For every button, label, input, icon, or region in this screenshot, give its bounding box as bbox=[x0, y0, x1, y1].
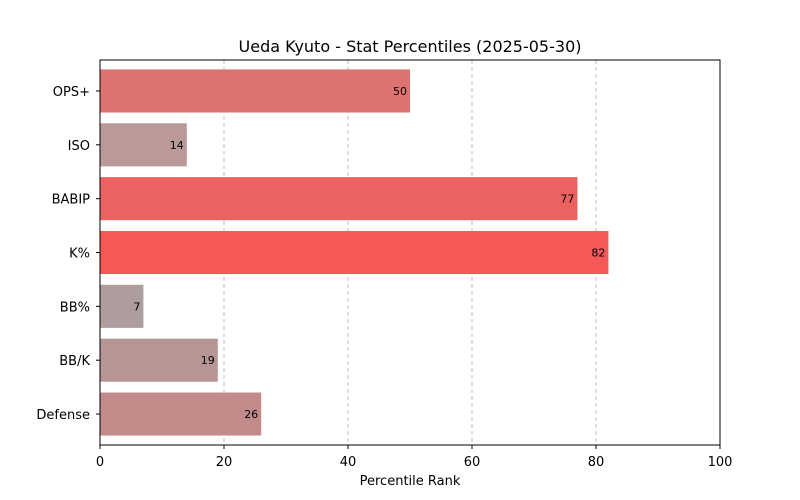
x-axis-label: Percentile Rank bbox=[360, 474, 461, 489]
bar bbox=[100, 123, 187, 167]
bar-value-label: 26 bbox=[244, 408, 258, 421]
x-tick-label: 0 bbox=[96, 455, 104, 470]
bar-value-label: 19 bbox=[201, 354, 215, 367]
bar bbox=[100, 338, 218, 382]
x-tick-label: 60 bbox=[464, 455, 481, 470]
y-tick-label: BB% bbox=[60, 300, 90, 315]
y-tick-label: K% bbox=[69, 247, 90, 262]
bar bbox=[100, 230, 609, 275]
x-tick-label: 40 bbox=[340, 455, 357, 470]
bar-value-label: 50 bbox=[393, 85, 407, 98]
y-tick-label: BB/K bbox=[59, 354, 90, 369]
y-tick-label: BABIP bbox=[52, 193, 91, 208]
bar-value-label: 7 bbox=[133, 300, 140, 313]
x-tick-label: 20 bbox=[216, 455, 233, 470]
y-tick-label: Defense bbox=[36, 408, 90, 423]
x-axis-ticks: 0 20 40 60 80 100 bbox=[96, 445, 733, 470]
bar-value-label: 77 bbox=[560, 193, 574, 206]
chart-title: Ueda Kyuto - Stat Percentiles (2025-05-3… bbox=[239, 37, 582, 56]
y-axis-ticks: OPS+ ISO BABIP K% BB% BB/K Defense bbox=[36, 85, 100, 423]
x-tick-label: 80 bbox=[588, 455, 605, 470]
x-tick-label: 100 bbox=[708, 455, 733, 470]
bar bbox=[100, 284, 144, 328]
bar bbox=[100, 177, 578, 221]
bar-value-labels: 50 14 77 82 7 19 26 bbox=[133, 85, 605, 421]
bar-value-label: 82 bbox=[591, 247, 605, 260]
bar-value-label: 14 bbox=[170, 139, 184, 152]
bar bbox=[100, 392, 262, 436]
y-tick-label: ISO bbox=[68, 139, 90, 154]
y-tick-label: OPS+ bbox=[53, 85, 90, 100]
bar bbox=[100, 69, 410, 113]
bars bbox=[100, 69, 609, 436]
